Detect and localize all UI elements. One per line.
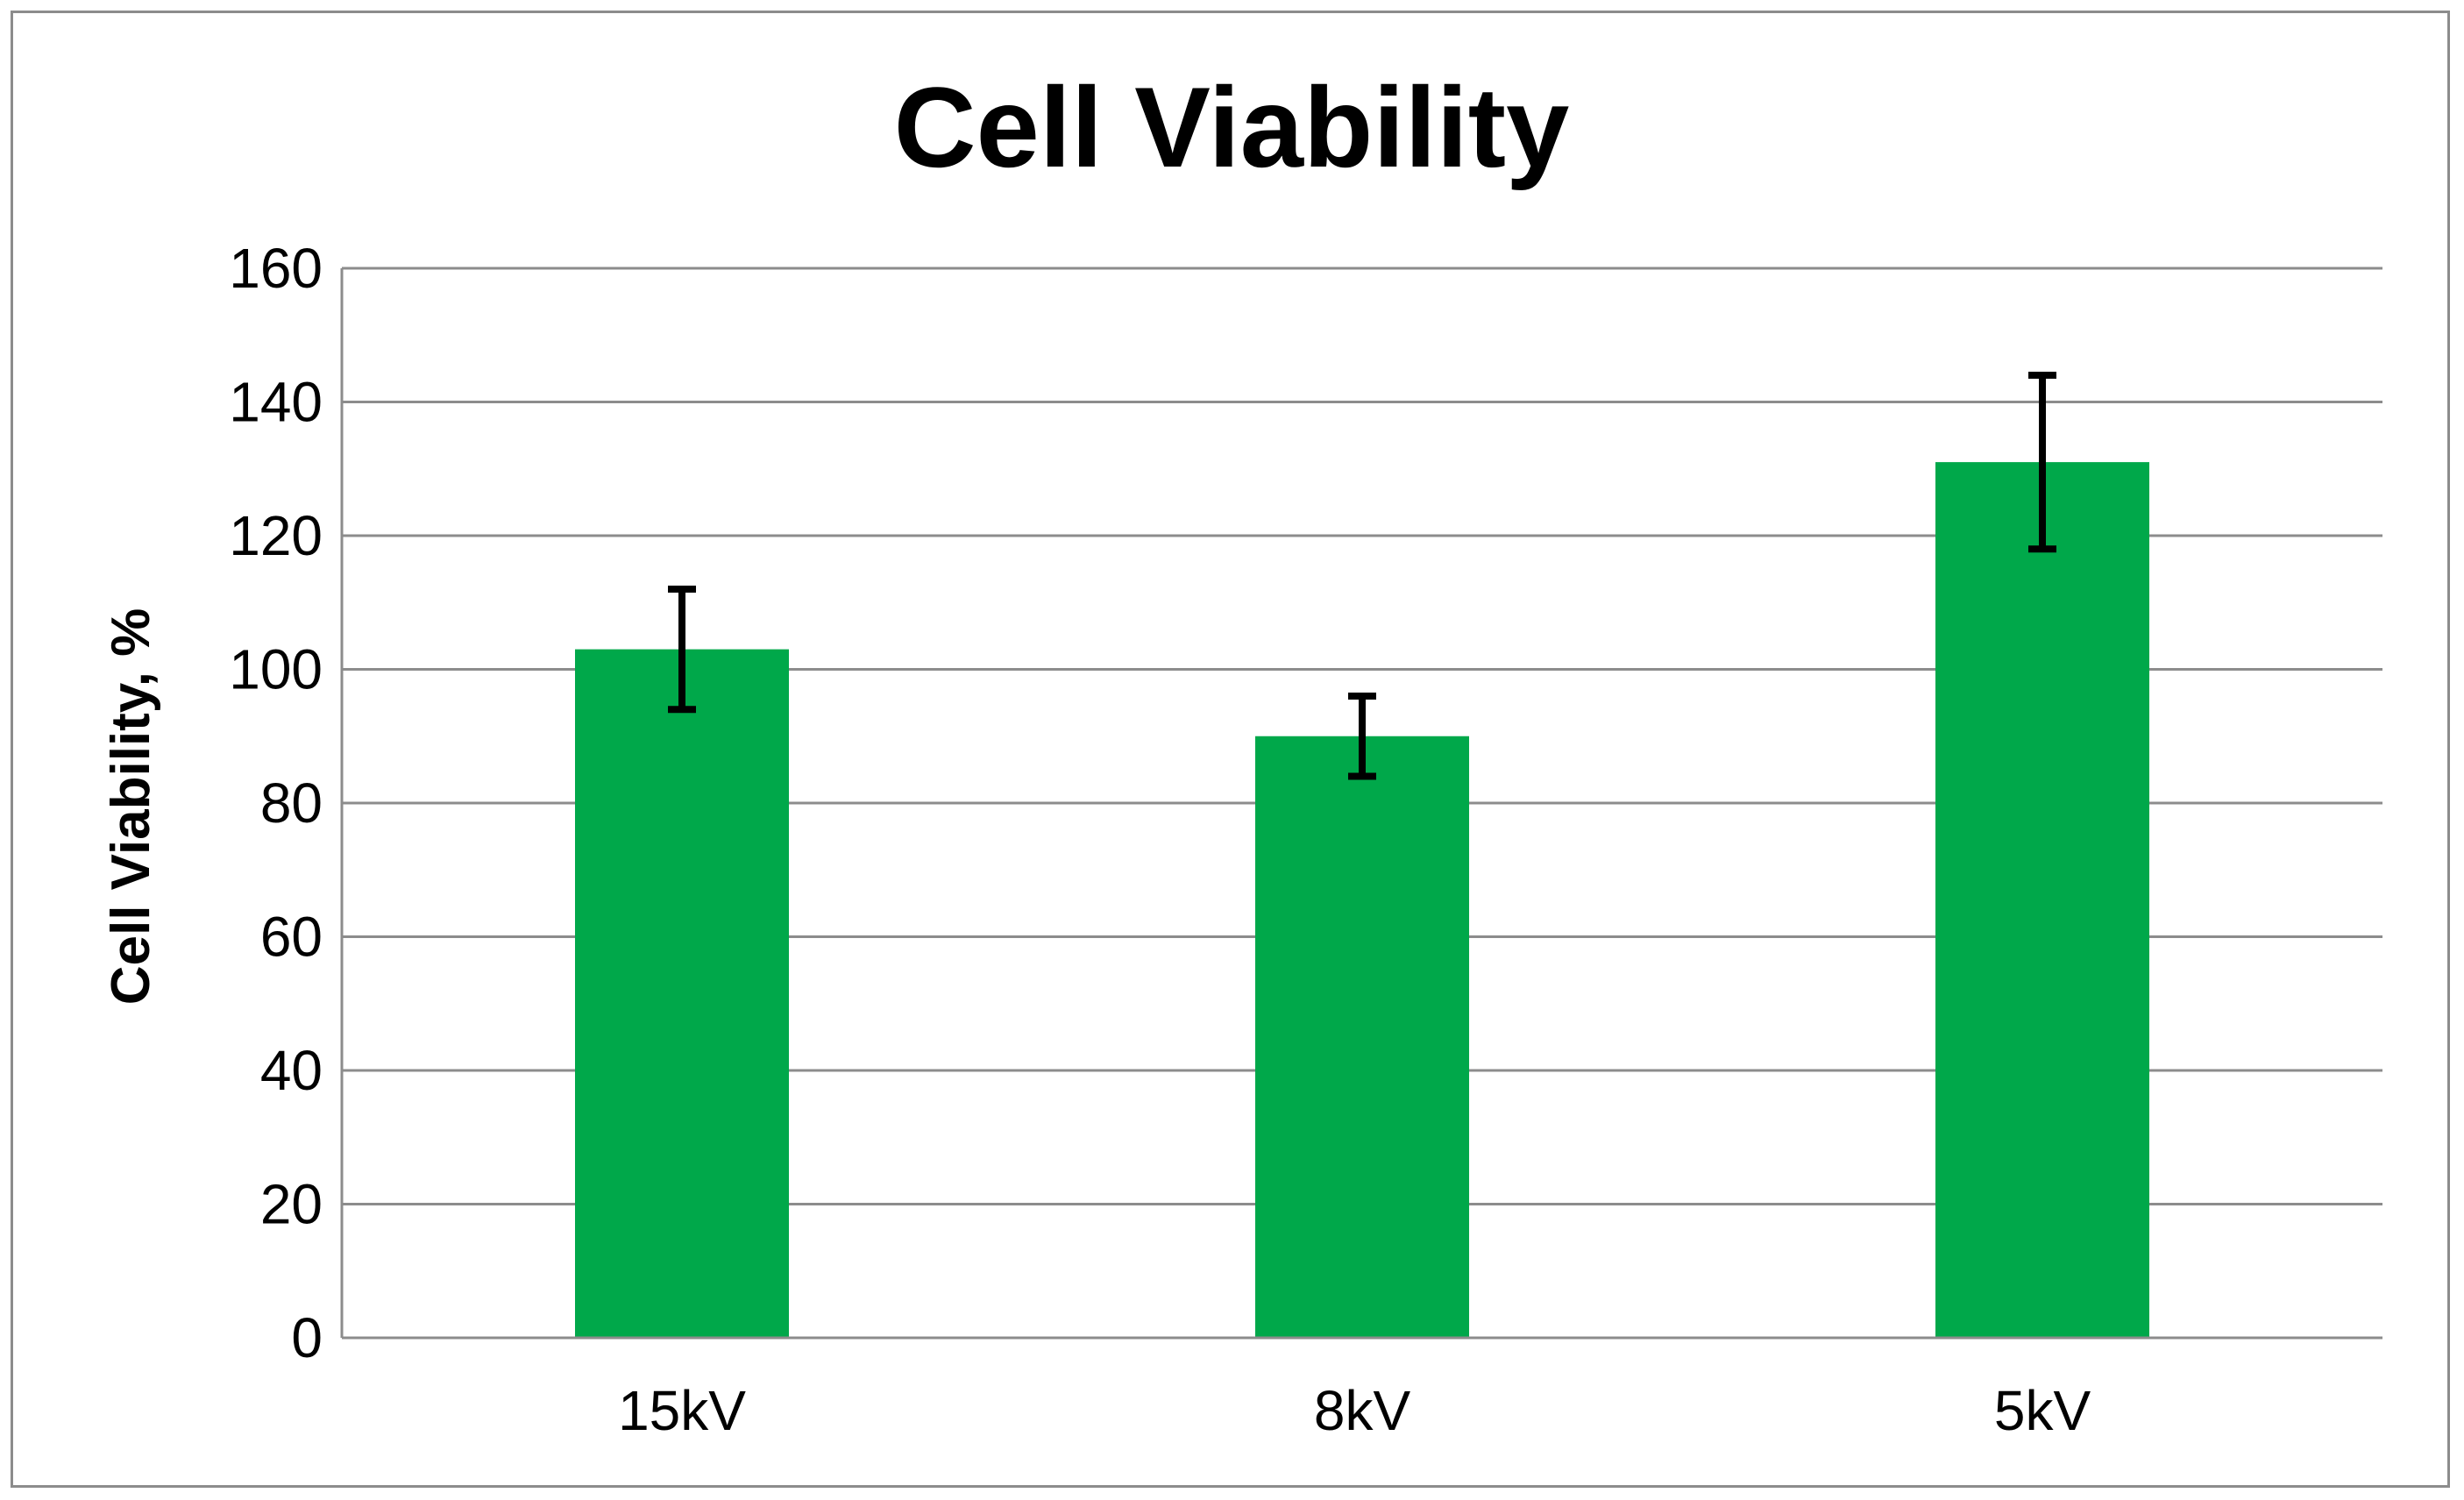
y-tick-label-80: 80 — [260, 771, 323, 835]
error-bar-8kV — [1348, 693, 1376, 780]
bar-15kV — [575, 649, 789, 1338]
chart-title: Cell Viability — [894, 63, 1570, 191]
y-tick-label-140: 140 — [229, 371, 323, 434]
y-tick-label-0: 0 — [291, 1306, 323, 1369]
error-bar-5kV — [2028, 372, 2056, 553]
y-tick-label-60: 60 — [260, 906, 323, 969]
y-tick-labels: 0 20 40 60 80 100 120 140 160 — [229, 237, 323, 1369]
x-tick-label-8kV: 8kV — [1314, 1379, 1411, 1442]
x-tick-labels: 15kV 8kV 5kV — [342, 1336, 2382, 1442]
y-tick-label-40: 40 — [260, 1039, 323, 1102]
y-axis-label: Cell Viability, % — [101, 608, 161, 1006]
x-tick-label-15kV: 15kV — [618, 1379, 746, 1442]
bar-8kV — [1255, 736, 1469, 1338]
bars — [575, 462, 2149, 1338]
x-tick-label-5kV: 5kV — [1994, 1379, 2091, 1442]
y-tick-label-160: 160 — [229, 237, 323, 300]
y-tick-label-100: 100 — [229, 638, 323, 701]
bar-5kV — [1935, 462, 2149, 1338]
error-bar-15kV — [668, 586, 696, 714]
error-bars — [668, 372, 2056, 780]
y-tick-label-120: 120 — [229, 504, 323, 567]
y-tick-label-20: 20 — [260, 1173, 323, 1236]
